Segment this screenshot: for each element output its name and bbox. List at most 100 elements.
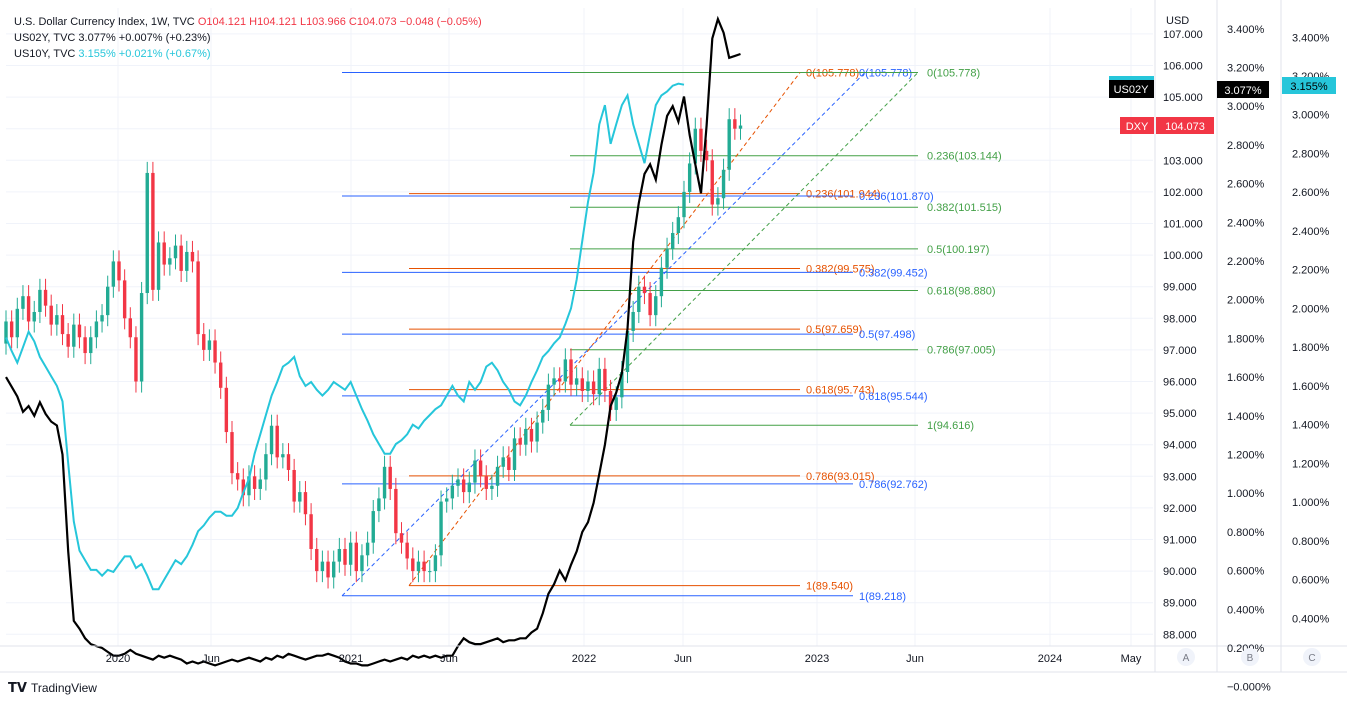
dxy-candle-body <box>631 311 635 331</box>
dxy-candle-body <box>535 422 539 442</box>
dxy-candle-body <box>563 359 568 382</box>
dxy-candle-body <box>185 251 189 271</box>
dxy-candle-body <box>106 286 110 316</box>
fib-green-level-label: 0.236(103.144) <box>927 151 1002 163</box>
dxy-candle-body <box>326 561 330 578</box>
dxy-candle-body <box>473 460 477 483</box>
dxy-candle-body <box>422 561 426 572</box>
dxy-candle-body <box>394 488 398 534</box>
price-axis-unit: USD <box>1166 15 1189 27</box>
c-axis-tick-label: 2.000% <box>1292 303 1330 315</box>
fib-green-level-label: 0(105.778) <box>927 68 980 80</box>
x-axis-tick-label: May <box>1121 653 1142 665</box>
legend-us02y[interactable]: US02Y, TVC 3.077% +0.007% (+0.23%) <box>14 30 482 46</box>
legend-us02y-change: +0.007% (+0.23%) <box>118 32 211 44</box>
b-axis-tick-label: 1.800% <box>1227 333 1265 345</box>
dxy-candle-body <box>94 321 99 338</box>
fib-green-level-label: 0.5(100.197) <box>927 244 989 256</box>
b-axis-tick-label: 0.400% <box>1227 604 1265 616</box>
price-axis-tick-label: 107.000 <box>1163 29 1203 41</box>
x-axis-tick-label: Jun <box>674 653 692 665</box>
scale-button-label: B <box>1247 653 1254 664</box>
b-axis-tick-label: 2.000% <box>1227 295 1265 307</box>
dxy-candle-body <box>484 476 488 489</box>
b-axis-tick-label: 0.600% <box>1227 566 1265 578</box>
dxy-candle-body <box>642 286 647 294</box>
fib-blue-level-label: 0(105.778) <box>859 68 912 80</box>
b-axis-tick-label: 1.600% <box>1227 372 1265 384</box>
c-axis-tick-label: 0.400% <box>1292 613 1330 625</box>
dxy-candle-body <box>303 492 308 515</box>
dxy-candle-body <box>428 571 432 573</box>
legend-us10y-name: US10Y, TVC <box>14 48 76 60</box>
price-axis-tick-label: 89.000 <box>1163 598 1197 610</box>
price-axis-tick-label: 99.000 <box>1163 282 1197 294</box>
fib-green-level-label: 0.618(98.880) <box>927 285 996 297</box>
dxy-candle-body <box>608 390 613 410</box>
fib-green-level-label: 0.786(97.005) <box>927 345 996 357</box>
dxy-candle-body <box>416 561 421 572</box>
dxy-candle-body <box>637 286 641 312</box>
price-axis-tick-label: 101.000 <box>1163 219 1203 231</box>
dxy-candle-body <box>433 555 438 572</box>
price-axis-tick-label: 90.000 <box>1163 566 1197 578</box>
x-axis-tick-label: 2024 <box>1038 653 1062 665</box>
b-axis-tick-label: 2.200% <box>1227 256 1265 268</box>
price-axis-tick-label: 95.000 <box>1163 408 1197 420</box>
dxy-candle-body <box>450 485 455 499</box>
dxy-candle-body <box>580 378 584 391</box>
fib-blue-level-label: 0.786(92.762) <box>859 479 928 491</box>
dxy-candle-body <box>665 248 669 268</box>
dxy-candle-body <box>196 261 200 335</box>
b-axis-tick-label: 1.000% <box>1227 488 1265 500</box>
us10y-series-line <box>5 82 685 591</box>
fib-blue-level-label: 1(89.218) <box>859 591 906 603</box>
dxy-candle-body <box>49 305 53 325</box>
tradingview-logo[interactable]: 𝗧𝗩 TradingView <box>8 680 97 696</box>
dxy-candle-body <box>541 409 545 423</box>
dxy-candle-body <box>693 128 697 164</box>
c-axis-tick-label: 1.000% <box>1292 497 1330 509</box>
price-axis-tick-label: 100.000 <box>1163 250 1203 262</box>
dxy-candle-body <box>122 280 127 319</box>
fib-orange-level-label: 0(105.778) <box>806 68 859 80</box>
fibonacci-retracements[interactable]: 0(105.778)0.236(101.944)0.382(99.575)0.5… <box>342 68 1002 603</box>
x-axis-tick-label: 2023 <box>805 653 829 665</box>
dxy-candle-body <box>72 324 76 347</box>
dxy-candle-body <box>173 245 178 259</box>
legend-us02y-name: US02Y, TVC <box>14 32 76 44</box>
dxy-candle-body <box>671 232 675 249</box>
dxy-candle-body <box>213 340 217 363</box>
dxy-candle-body <box>235 473 240 480</box>
dxy-candle-body <box>139 293 144 382</box>
fib-orange-level-label: 0.5(97.659) <box>806 324 862 336</box>
dxy-candle-body <box>241 479 245 496</box>
price-axis-tick-label: 106.000 <box>1163 61 1203 73</box>
dxy-candle-body <box>445 498 449 502</box>
dxy-candle-body <box>100 315 104 322</box>
fib-blue-level-label: 0.618(95.544) <box>859 391 928 403</box>
legend-us10y[interactable]: US10Y, TVC 3.155% +0.021% (+0.67%) <box>14 46 482 62</box>
legend-dxy[interactable]: U.S. Dollar Currency Index, 1W, TVC O104… <box>14 14 482 30</box>
dxy-candle-body <box>461 479 466 493</box>
dxy-candle-body <box>456 479 460 486</box>
dxy-candle-body <box>134 337 138 382</box>
dxy-candle-body <box>574 378 579 385</box>
dxy-candle-body <box>202 334 206 350</box>
dxy-candle-body <box>292 469 296 502</box>
dxy-candle-body <box>659 267 664 297</box>
c-axis-tick-label: 3.000% <box>1292 110 1330 122</box>
b-axis-tick-label: 1.400% <box>1227 411 1265 423</box>
dxy-candle-body <box>348 542 353 565</box>
c-axis-tick-label: 1.800% <box>1292 342 1330 354</box>
dxy-candle-body <box>676 217 681 233</box>
fib-orange-trend-line <box>408 72 801 586</box>
dxy-candle-body <box>371 511 375 543</box>
dxy-candle-body <box>411 558 415 572</box>
dxy-candle-body <box>546 384 551 410</box>
dxy-candle-body <box>4 321 8 344</box>
b-axis-tick-label: −0.000% <box>1227 682 1271 694</box>
dxy-candle-body <box>552 378 556 385</box>
fib-blue-trend-line <box>341 72 866 597</box>
